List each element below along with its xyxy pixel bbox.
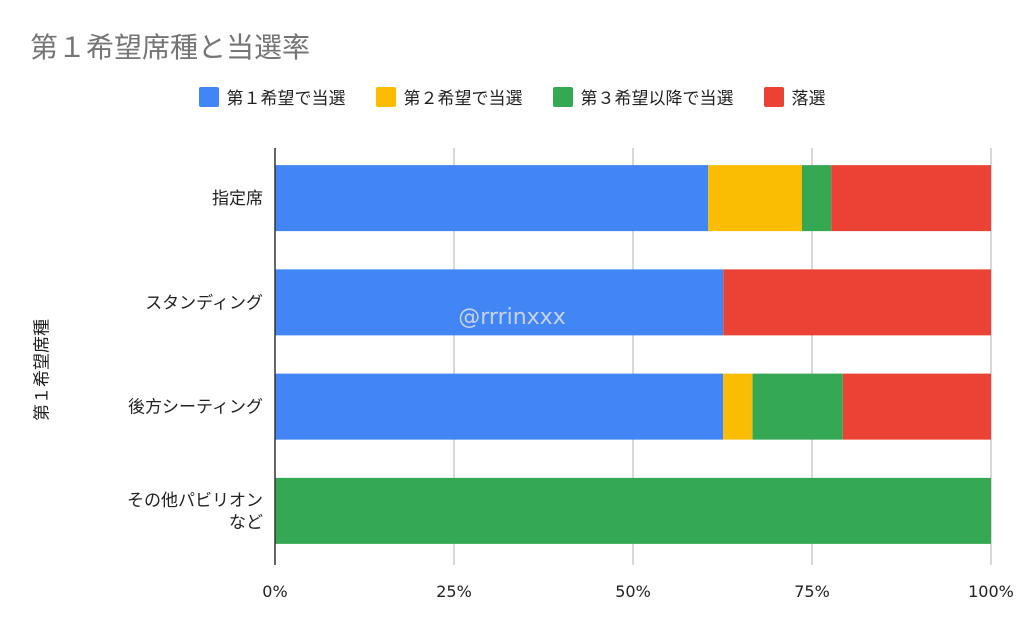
y-tick-label: 後方シーティング [128,398,263,418]
bar-segment [842,373,991,440]
chart-title: 第１希望席種と当選率 [30,31,311,64]
x-tick-label: 75% [794,582,830,601]
legend-item: 第２希望で当選 [375,84,523,109]
bar-segment [831,165,991,232]
bar-segment [723,269,991,336]
bar-segment [275,373,724,440]
bar-segment [275,477,991,544]
legend-swatch [375,86,396,107]
watermark: @rrrinxxx [458,305,565,330]
legend: 第１希望で当選 第２希望で当選 第３希望以降で当選 落選 [0,84,1024,109]
legend-item: 第３希望以降で当選 [552,84,734,109]
legend-item: 落選 [763,84,826,109]
y-tick-label: など [229,513,263,533]
x-tick-label: 25% [436,582,472,601]
legend-swatch [198,86,219,107]
y-tick-label: スタンディング [145,292,263,313]
bar-segment [275,269,724,336]
x-tick-label: 100% [968,582,1014,601]
legend-label: 第２希望で当選 [403,89,523,109]
x-tick-label: 50% [615,582,651,601]
legend-label: 第３希望以降で当選 [580,89,734,109]
bar-segment [801,165,832,232]
bar-segment [275,165,709,232]
y-tick-label: 指定席 [212,189,263,209]
bar-segment [708,165,802,232]
y-axis-label: 第１希望席種 [32,319,53,421]
legend-item: 第１希望で当選 [198,84,346,109]
legend-label: 落選 [791,89,826,109]
legend-swatch [552,86,573,107]
x-tick-label: 0% [262,582,287,601]
y-tick-label: その他パビリオン [127,491,263,511]
bar-segment [723,373,753,440]
bar-segment [752,373,843,440]
legend-swatch [763,86,784,107]
legend-label: 第１希望で当選 [226,89,346,109]
